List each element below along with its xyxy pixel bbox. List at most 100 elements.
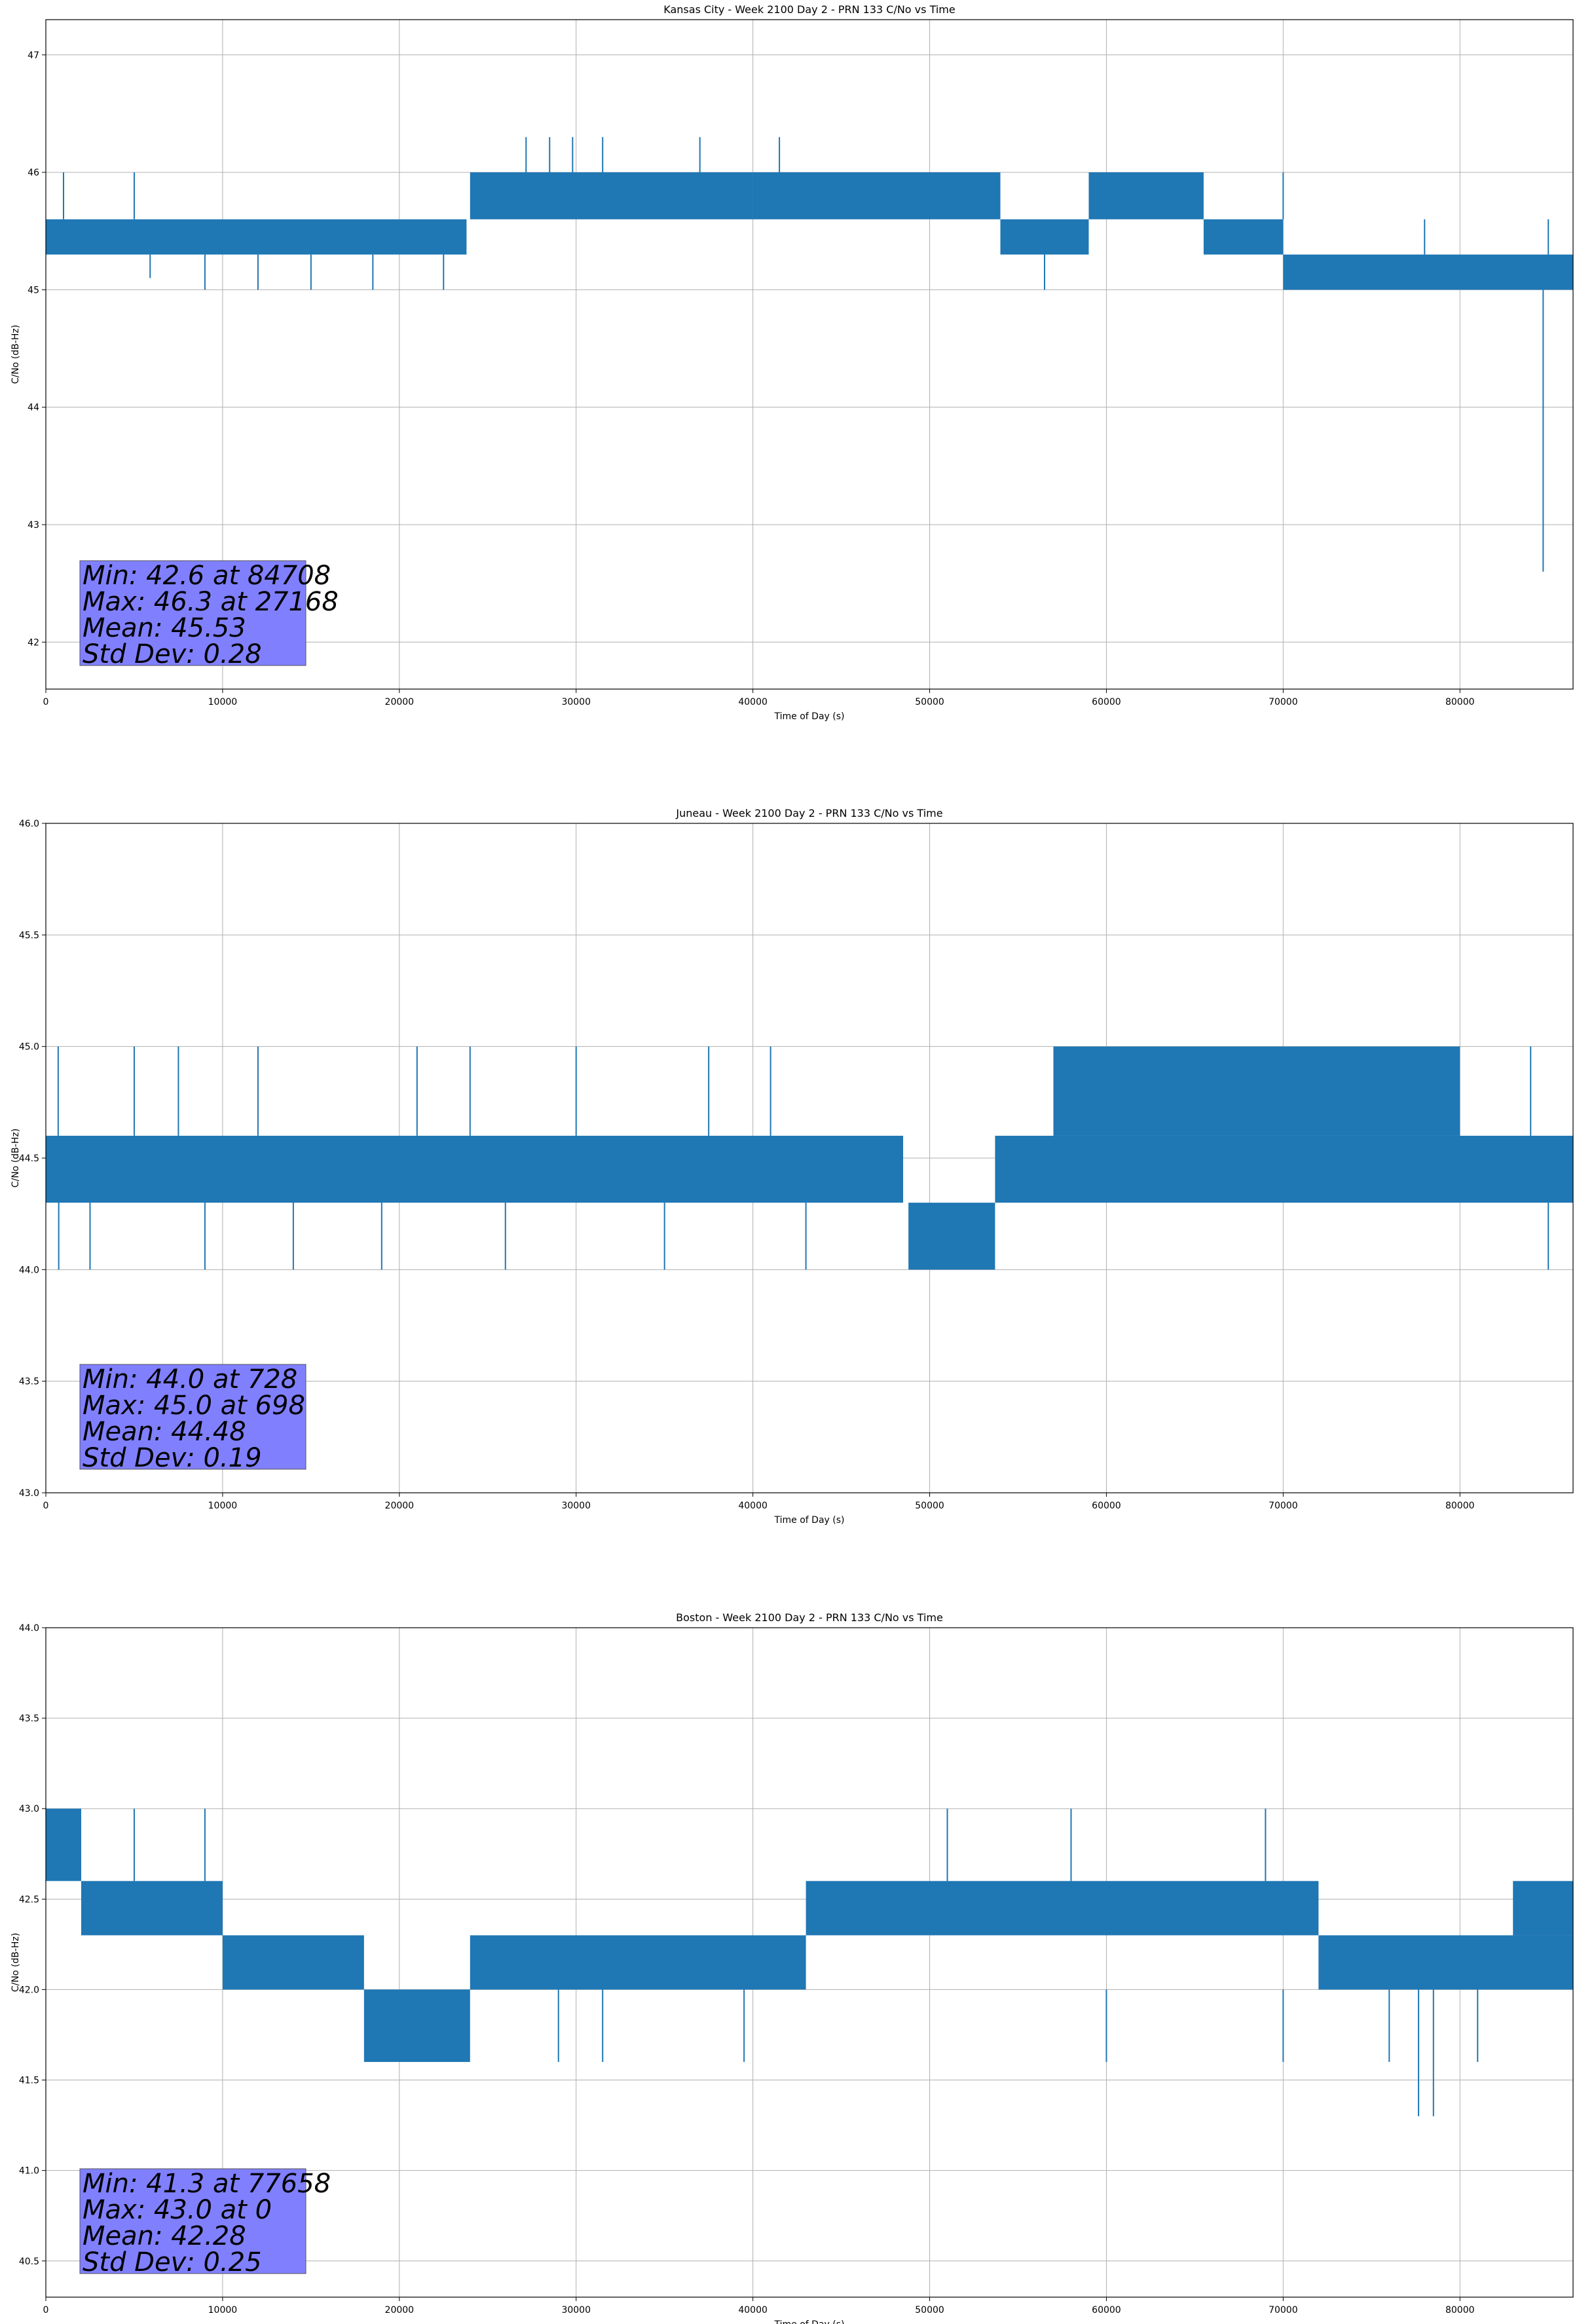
x-tick-label: 40000 xyxy=(738,697,768,707)
data-band xyxy=(1513,1881,1573,1936)
y-tick-label: 44 xyxy=(28,403,39,413)
stats-line: Mean: 44.48 xyxy=(83,1417,246,1447)
stats-line: Mean: 42.28 xyxy=(83,2221,246,2251)
data-band xyxy=(806,1881,1319,1936)
x-tick-label: 40000 xyxy=(738,1501,768,1511)
data-band xyxy=(470,1935,806,1990)
x-tick-label: 20000 xyxy=(385,1501,415,1511)
y-axis-label: C/No (dB-Hz) xyxy=(10,1129,21,1188)
x-tick-label: 30000 xyxy=(561,2305,591,2315)
data-band xyxy=(1318,1935,1573,1990)
data-series xyxy=(46,137,1573,572)
x-tick-label: 80000 xyxy=(1445,1501,1475,1511)
stats-box xyxy=(79,560,306,666)
x-tick-label: 70000 xyxy=(1269,1501,1298,1511)
stats-line: Std Dev: 0.28 xyxy=(83,639,262,669)
plot-frame xyxy=(45,1627,1574,2298)
x-tick-label: 80000 xyxy=(1445,697,1475,707)
y-tick-label: 42.5 xyxy=(19,1894,39,1905)
y-tick-label: 44.0 xyxy=(19,1265,39,1275)
y-tick-label: 43 xyxy=(28,520,39,531)
y-tick-label: 45.5 xyxy=(19,930,39,941)
x-tick-label: 60000 xyxy=(1092,1501,1121,1511)
y-tick-label: 42 xyxy=(28,637,39,648)
x-tick-label: 10000 xyxy=(208,697,238,707)
y-axis-label: C/No (dB-Hz) xyxy=(10,1933,21,1992)
data-series xyxy=(46,1809,1573,2116)
x-tick-label: 60000 xyxy=(1092,697,1121,707)
data-band xyxy=(1283,254,1573,290)
x-tick-label: 20000 xyxy=(385,697,415,707)
y-tick-label: 44.0 xyxy=(19,1623,39,1634)
chart-title: Boston - Week 2100 Day 2 - PRN 133 C/No … xyxy=(676,1611,943,1624)
x-tick-label: 0 xyxy=(43,1501,49,1511)
y-axis-label: C/No (dB-Hz) xyxy=(10,325,21,384)
chart-title: Juneau - Week 2100 Day 2 - PRN 133 C/No … xyxy=(675,807,942,819)
stats-line: Min: 42.6 at 84708 xyxy=(83,561,331,591)
data-series xyxy=(46,1046,1573,1270)
data-band xyxy=(908,1203,995,1270)
y-tick-label: 44.5 xyxy=(19,1153,39,1164)
x-axis-label: Time of Day (s) xyxy=(774,1515,845,1526)
x-tick-label: 70000 xyxy=(1269,2305,1298,2315)
y-tick-label: 43.5 xyxy=(19,1714,39,1724)
y-tick-label: 45.0 xyxy=(19,1042,39,1053)
data-band xyxy=(46,1135,904,1203)
x-tick-label: 40000 xyxy=(738,2305,768,2315)
x-axis-label: Time of Day (s) xyxy=(774,711,845,722)
x-tick-label: 0 xyxy=(43,2305,49,2315)
stats-line: Min: 41.3 at 77658 xyxy=(83,2169,331,2199)
x-tick-label: 10000 xyxy=(208,2305,238,2315)
chart-panel-3: 0 10000 20000 30000 40000 50000 60000 70000 8000… xyxy=(10,1611,1574,2324)
stats-line: Std Dev: 0.25 xyxy=(83,2247,262,2277)
chart-title: Kansas City - Week 2100 Day 2 - PRN 133 … xyxy=(663,3,955,16)
y-tick-label: 46.0 xyxy=(19,819,39,829)
data-band xyxy=(81,1881,223,1936)
x-tick-label: 0 xyxy=(43,697,49,707)
y-tick-label: 40.5 xyxy=(19,2257,39,2267)
stats-box xyxy=(79,2168,306,2274)
chart-panel-1: 0 10000 20000 30000 40000 50000 60000 70000 8000… xyxy=(10,3,1574,722)
y-tick-label: 45 xyxy=(28,285,39,295)
data-band xyxy=(1203,219,1284,255)
data-band xyxy=(1000,219,1089,255)
x-tick-label: 50000 xyxy=(915,697,944,707)
y-tick-label: 47 xyxy=(28,50,39,61)
data-band xyxy=(1053,1046,1460,1136)
x-axis-label: Time of Day (s) xyxy=(774,2319,845,2324)
x-tick-label: 60000 xyxy=(1092,2305,1121,2315)
y-tick-label: 43.0 xyxy=(19,1488,39,1499)
x-tick-label: 50000 xyxy=(915,2305,944,2315)
stats-line: Std Dev: 0.19 xyxy=(83,1443,262,1473)
x-tick-label: 50000 xyxy=(915,1501,944,1511)
y-tick-label: 46 xyxy=(28,168,39,178)
chart-panel-2: 0 10000 20000 30000 40000 50000 60000 70000 8000… xyxy=(10,807,1574,1526)
data-band xyxy=(470,172,753,219)
y-tick-label: 42.0 xyxy=(19,1985,39,1995)
stats-line: Max: 46.3 at 27168 xyxy=(83,587,339,617)
y-tick-label: 43.0 xyxy=(19,1804,39,1814)
data-band xyxy=(46,1809,81,1881)
plot-frame xyxy=(45,19,1574,690)
data-band xyxy=(363,1989,470,2062)
data-band xyxy=(46,219,467,255)
stats-line: Min: 44.0 at 728 xyxy=(83,1364,297,1395)
data-band xyxy=(222,1935,364,1990)
x-tick-label: 30000 xyxy=(561,1501,591,1511)
stats-line: Max: 43.0 at 0 xyxy=(83,2195,272,2225)
x-tick-label: 70000 xyxy=(1269,697,1298,707)
x-tick-label: 20000 xyxy=(385,2305,415,2315)
y-tick-label: 41.0 xyxy=(19,2166,39,2177)
data-band xyxy=(1088,172,1204,219)
data-band xyxy=(752,172,1001,219)
stats-box xyxy=(79,1364,306,1470)
y-tick-label: 43.5 xyxy=(19,1377,39,1387)
x-tick-label: 10000 xyxy=(208,1501,238,1511)
data-band xyxy=(995,1135,1573,1203)
y-tick-label: 41.5 xyxy=(19,2076,39,2086)
x-tick-label: 80000 xyxy=(1445,2305,1475,2315)
stats-line: Mean: 45.53 xyxy=(83,613,246,643)
x-tick-label: 30000 xyxy=(561,697,591,707)
stats-line: Max: 45.0 at 698 xyxy=(83,1391,305,1421)
